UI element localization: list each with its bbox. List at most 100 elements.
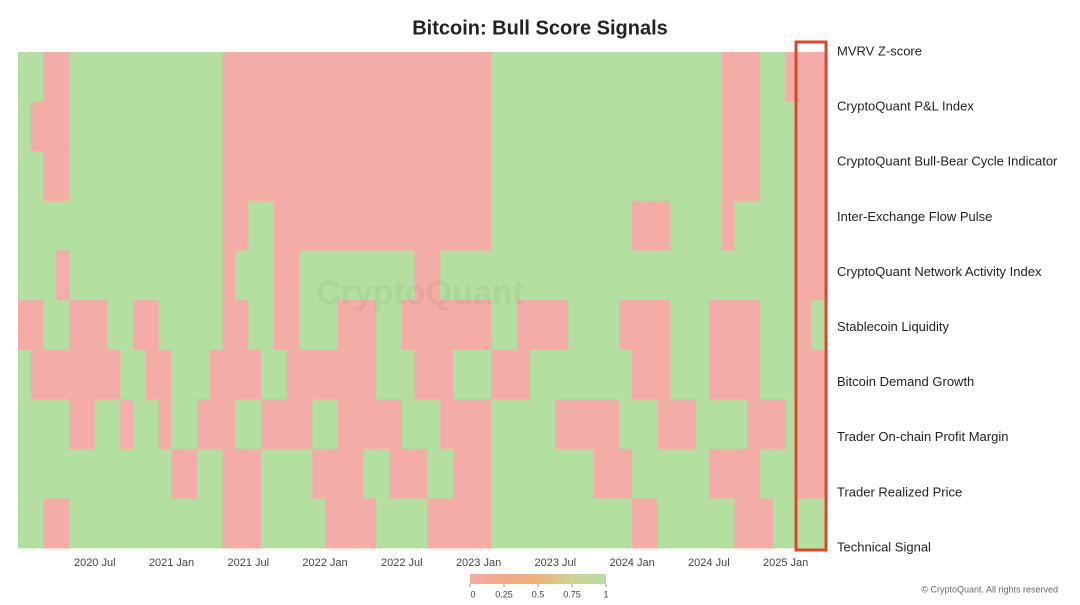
cell	[325, 300, 339, 350]
cell	[30, 399, 44, 450]
cell	[222, 349, 236, 400]
cell	[734, 200, 748, 251]
cell	[158, 349, 172, 400]
cell	[261, 399, 275, 450]
cell	[529, 200, 543, 251]
cell	[286, 498, 300, 549]
cell	[43, 101, 57, 152]
cell	[721, 349, 735, 400]
cell	[81, 300, 96, 350]
cell	[18, 498, 32, 549]
cell	[632, 448, 646, 499]
cell	[69, 448, 83, 499]
cell	[299, 200, 313, 251]
cell	[30, 448, 44, 499]
cell	[69, 200, 83, 251]
cell	[734, 349, 748, 400]
cell	[107, 300, 121, 350]
cell	[350, 250, 364, 301]
cell	[171, 52, 185, 102]
cell	[401, 349, 416, 400]
cell	[312, 498, 326, 549]
cell	[235, 250, 249, 301]
cell	[452, 349, 467, 400]
cell	[760, 52, 774, 102]
cell	[683, 448, 697, 499]
cell	[107, 399, 121, 450]
cell	[440, 52, 454, 102]
cell	[619, 300, 633, 350]
cell	[94, 349, 108, 400]
cell	[286, 399, 300, 450]
cell	[401, 200, 416, 251]
cell	[619, 399, 633, 450]
cell	[94, 200, 108, 251]
cell	[94, 151, 108, 202]
cell	[580, 399, 595, 450]
cell	[350, 151, 364, 202]
cell	[30, 151, 44, 202]
cell	[555, 399, 569, 450]
cell	[529, 399, 543, 450]
colorbar-label: 0.25	[495, 589, 513, 599]
cell	[107, 101, 121, 152]
cell	[606, 200, 620, 251]
cell	[414, 250, 428, 301]
cell	[286, 52, 300, 102]
cell	[18, 151, 32, 202]
cell	[171, 399, 185, 450]
cell	[133, 399, 147, 450]
cell	[772, 300, 787, 350]
cell	[133, 349, 147, 400]
cell	[606, 101, 620, 152]
cell	[465, 250, 479, 301]
cell	[248, 250, 262, 301]
cell	[325, 349, 339, 400]
cell	[312, 52, 326, 102]
cell	[312, 349, 326, 400]
cell	[555, 250, 569, 301]
cell	[568, 399, 582, 450]
cell	[376, 498, 390, 549]
cell	[235, 151, 249, 202]
cell	[593, 101, 607, 152]
cell	[427, 52, 441, 102]
cell	[452, 250, 467, 301]
cell	[43, 498, 57, 549]
cell	[542, 498, 556, 549]
cell	[568, 498, 582, 549]
cell	[30, 101, 44, 152]
cell	[94, 300, 108, 350]
cell	[133, 101, 147, 152]
cell	[197, 349, 211, 400]
cell	[145, 151, 160, 202]
cell	[580, 200, 595, 251]
cell	[18, 349, 32, 400]
cell	[632, 399, 646, 450]
cell	[197, 498, 211, 549]
x-tick-label: 2023 Jul	[535, 557, 577, 569]
cell	[516, 250, 531, 301]
cell	[107, 200, 121, 251]
cell	[158, 52, 172, 102]
cell	[145, 349, 160, 400]
cell	[30, 200, 44, 251]
x-tick-label: 2023 Jan	[456, 557, 501, 569]
cell	[734, 101, 748, 152]
x-tick-label: 2024 Jul	[688, 557, 730, 569]
cell	[94, 52, 108, 102]
cell	[401, 101, 416, 152]
cell	[452, 151, 467, 202]
cell	[529, 101, 543, 152]
cell	[619, 349, 633, 400]
cell	[171, 151, 185, 202]
cell	[452, 52, 467, 102]
cell	[644, 448, 659, 499]
cell	[43, 250, 57, 301]
cell	[363, 200, 377, 251]
cell	[465, 151, 479, 202]
cell	[18, 52, 32, 102]
cell	[760, 498, 774, 549]
cell	[670, 349, 684, 400]
cell	[734, 250, 748, 301]
